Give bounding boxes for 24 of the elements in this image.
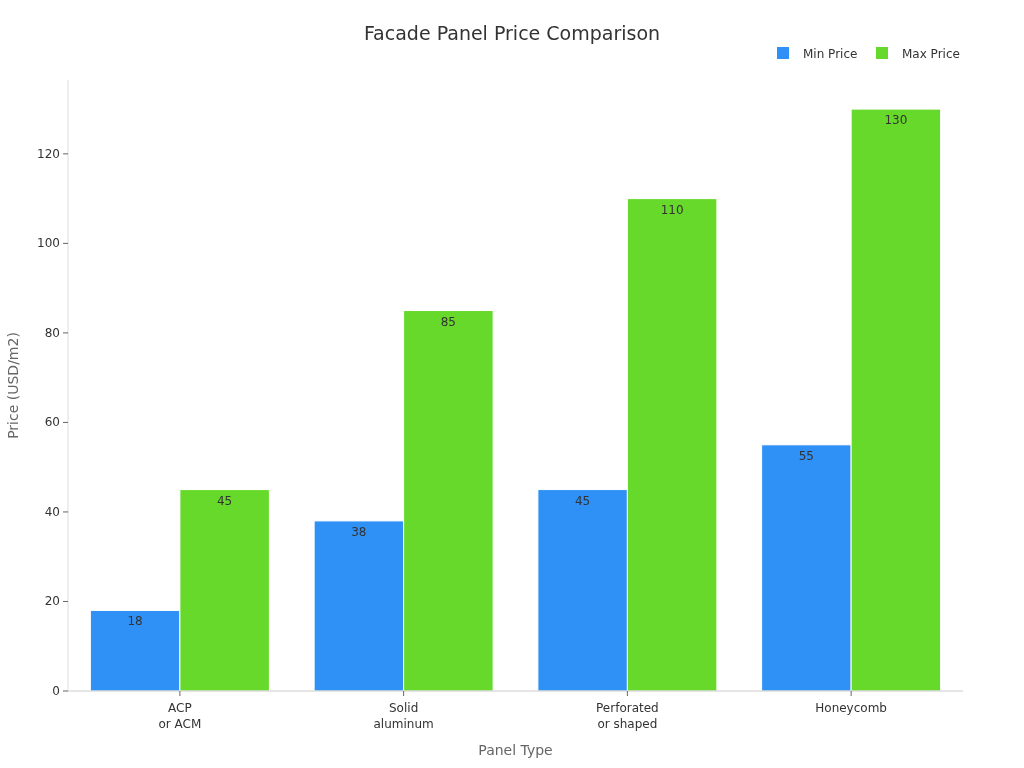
data-label: 18 bbox=[127, 614, 143, 629]
legend-label: Min Price bbox=[803, 47, 858, 61]
y-tick-label: 60 bbox=[44, 415, 60, 430]
y-tick-label: 120 bbox=[37, 146, 60, 161]
data-label: 38 bbox=[351, 524, 367, 539]
x-axis-title: Panel Type bbox=[478, 742, 553, 758]
x-tick-label: Perforated or shaped bbox=[596, 701, 659, 731]
y-tick-label: 80 bbox=[44, 325, 60, 340]
y-axis-title: Price (USD/m2) bbox=[5, 332, 21, 439]
data-label: 45 bbox=[574, 493, 591, 508]
data-label: 130 bbox=[884, 113, 908, 128]
x-tick-label: ACP or ACM bbox=[158, 701, 202, 731]
y-tick-label: 0 bbox=[52, 684, 60, 698]
x-tick-label: Solid aluminum bbox=[373, 701, 434, 731]
legend-label: Max Price bbox=[902, 47, 960, 61]
data-label: 45 bbox=[216, 493, 233, 508]
data-label: 85 bbox=[440, 314, 457, 329]
chart-title: Facade Panel Price Comparison bbox=[363, 22, 661, 44]
x-tick-label: Honeycomb bbox=[815, 701, 887, 715]
data-label: 55 bbox=[798, 448, 815, 463]
y-tick-label: 40 bbox=[44, 504, 60, 519]
y-tick-label: 100 bbox=[37, 236, 60, 251]
data-label: 110 bbox=[660, 202, 684, 217]
y-tick-label: 20 bbox=[44, 594, 60, 609]
